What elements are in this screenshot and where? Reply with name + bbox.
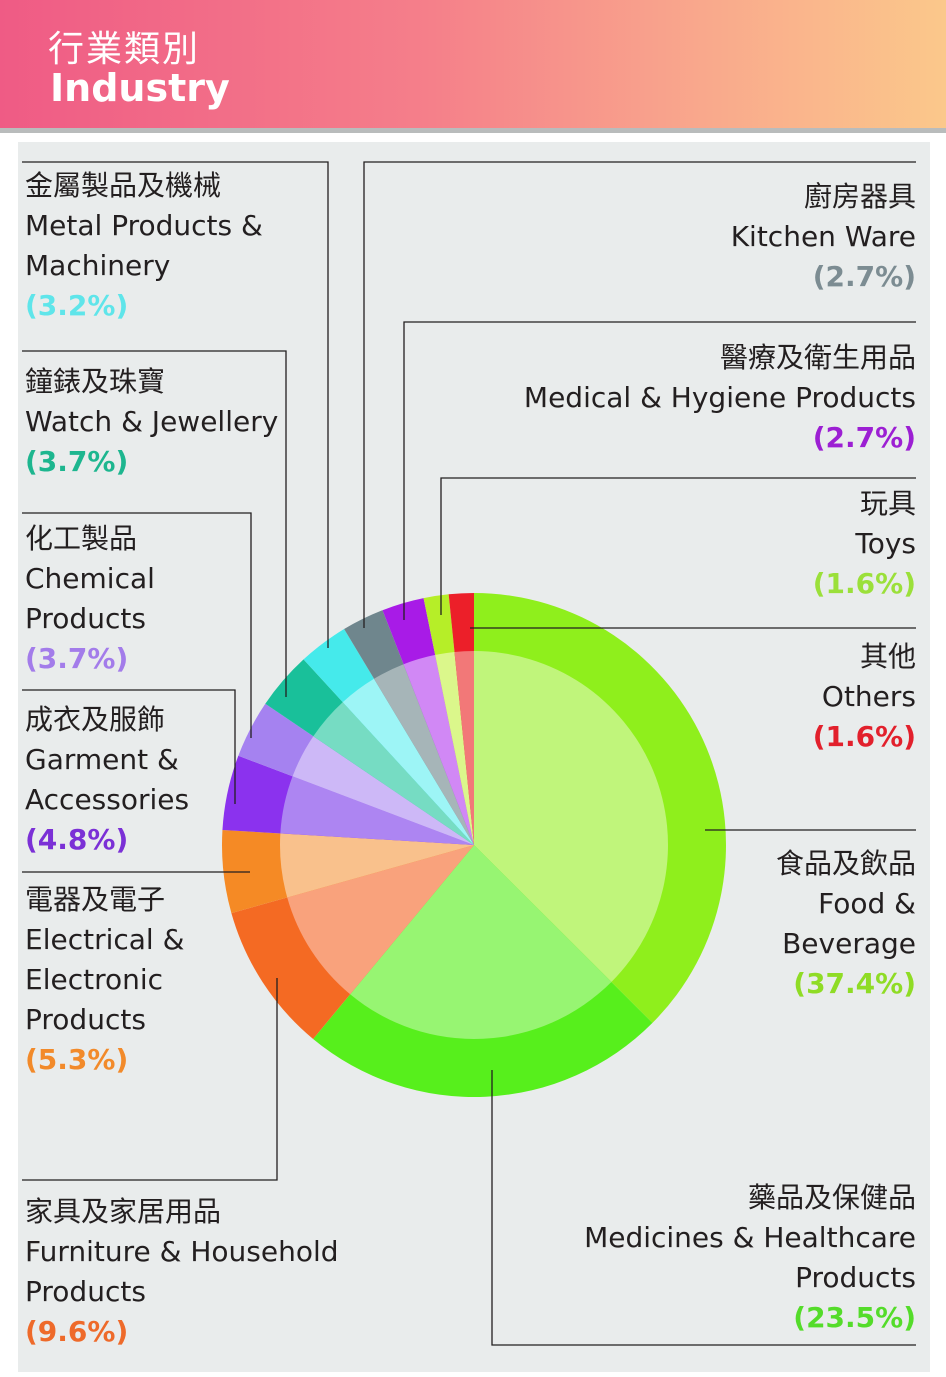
label-percent: (3.7%) bbox=[25, 642, 129, 675]
leader-line-medicine bbox=[491, 1070, 916, 1346]
label-watch-jewellery: 鐘錶及珠寶 Watch & Jewellery (3.7%) bbox=[25, 362, 278, 482]
label-en: Accessories bbox=[25, 783, 190, 816]
label-en: Chemical bbox=[25, 562, 155, 595]
pie-slice-inner-9 bbox=[403, 654, 474, 845]
label-percent: (1.6%) bbox=[812, 567, 916, 600]
header-shadow bbox=[0, 128, 946, 133]
label-en: Furniture & Household bbox=[25, 1235, 339, 1268]
pie-slice-inner-5 bbox=[292, 736, 474, 845]
label-en: Food & bbox=[818, 887, 916, 920]
label-percent: (3.7%) bbox=[25, 445, 129, 478]
label-percent: (23.5%) bbox=[793, 1301, 916, 1334]
label-garment-accessories: 成衣及服飾 Garment & Accessories (4.8%) bbox=[25, 700, 189, 860]
label-en: Garment & bbox=[25, 743, 179, 776]
label-percent: (37.4%) bbox=[793, 967, 916, 1000]
leader-line-medical bbox=[403, 321, 916, 620]
label-medicines-healthcare: 藥品及保健品 Medicines & Healthcare Products (… bbox=[584, 1178, 916, 1338]
leader-line-metal bbox=[22, 161, 329, 648]
label-medical-hygiene: 醫療及衛生用品 Medical & Hygiene Products (2.7%… bbox=[524, 338, 916, 458]
label-zh: 化工製品 bbox=[25, 522, 138, 555]
label-percent: (1.6%) bbox=[812, 720, 916, 753]
leader-line-chemical bbox=[22, 512, 252, 738]
label-en: Beverage bbox=[782, 927, 916, 960]
label-furniture-household: 家具及家居用品 Furniture & Household Products (… bbox=[25, 1192, 339, 1352]
label-zh: 家具及家居用品 bbox=[25, 1195, 222, 1228]
label-zh: 成衣及服飾 bbox=[25, 703, 166, 736]
label-en: Toys bbox=[855, 527, 916, 560]
label-zh: 廚房器具 bbox=[803, 180, 916, 213]
title-english: Industry bbox=[50, 66, 230, 110]
label-en: Products bbox=[25, 1003, 146, 1036]
label-zh: 其他 bbox=[859, 640, 916, 673]
label-zh: 電器及電子 bbox=[25, 883, 166, 916]
label-zh: 鐘錶及珠寶 bbox=[25, 365, 166, 398]
label-electrical-electronic: 電器及電子 Electrical & Electronic Products (… bbox=[25, 880, 184, 1080]
label-zh: 玩具 bbox=[859, 487, 916, 520]
leader-lines bbox=[22, 161, 916, 1346]
pie-slice-inner-7 bbox=[342, 678, 474, 845]
label-percent: (5.3%) bbox=[25, 1043, 129, 1076]
label-food-beverage: 食品及飲品 Food & Beverage (37.4%) bbox=[776, 844, 916, 1004]
label-en: Electronic bbox=[25, 963, 164, 996]
label-percent: (4.8%) bbox=[25, 823, 129, 856]
label-metal-products: 金屬製品及機械 Metal Products & Machinery (3.2%… bbox=[25, 166, 263, 326]
label-chemical-products: 化工製品 Chemical Products (3.7%) bbox=[25, 519, 155, 679]
label-en: Products bbox=[25, 602, 146, 635]
label-zh: 藥品及保健品 bbox=[747, 1181, 916, 1214]
leader-line-furniture bbox=[22, 978, 278, 1181]
leader-line-toys bbox=[440, 477, 916, 615]
label-en: Watch & Jewellery bbox=[25, 405, 279, 438]
title-chinese: 行業類別 bbox=[48, 29, 201, 70]
pie-slice-inner-2 bbox=[287, 845, 474, 995]
label-percent: (2.7%) bbox=[812, 421, 916, 454]
label-others: 其他 Others (1.6%) bbox=[813, 637, 916, 757]
label-en: Metal Products & bbox=[25, 209, 263, 242]
pie-slice-inner-1 bbox=[350, 845, 612, 1039]
label-en: Machinery bbox=[25, 249, 171, 282]
pie-slice-inner-0 bbox=[474, 651, 668, 982]
pie-slice-inner-8 bbox=[374, 664, 474, 845]
pie-slice-inner-6 bbox=[313, 702, 474, 845]
label-en: Others bbox=[821, 680, 916, 713]
label-zh: 食品及飲品 bbox=[775, 847, 916, 880]
pie-slices bbox=[221, 593, 726, 1098]
label-en: Kitchen Ware bbox=[730, 220, 916, 253]
label-percent: (2.7%) bbox=[812, 260, 916, 293]
label-en: Medical & Hygiene Products bbox=[523, 381, 916, 414]
label-kitchen-ware: 廚房器具 Kitchen Ware (2.7%) bbox=[731, 177, 916, 297]
pie-slice-inner-4 bbox=[280, 776, 474, 845]
label-zh: 醫療及衛生用品 bbox=[719, 341, 916, 374]
label-en: Products bbox=[795, 1261, 916, 1294]
header-banner: 行業類別 Industry bbox=[0, 0, 946, 128]
label-en: Electrical & bbox=[25, 923, 185, 956]
label-percent: (3.2%) bbox=[25, 289, 129, 322]
leader-line-kitchen bbox=[363, 161, 916, 628]
label-en: Products bbox=[25, 1275, 146, 1308]
pie-slice-inner-11 bbox=[454, 650, 474, 845]
label-percent: (9.6%) bbox=[25, 1315, 129, 1348]
label-toys: 玩具 Toys (1.6%) bbox=[813, 484, 916, 604]
leader-line-watch bbox=[22, 350, 287, 697]
label-en: Medicines & Healthcare bbox=[584, 1221, 916, 1254]
label-zh: 金屬製品及機械 bbox=[25, 169, 222, 202]
pie-slice-inner-3 bbox=[280, 833, 474, 898]
pie-slice-inner-10 bbox=[435, 651, 474, 845]
leader-line-garment bbox=[22, 689, 236, 804]
